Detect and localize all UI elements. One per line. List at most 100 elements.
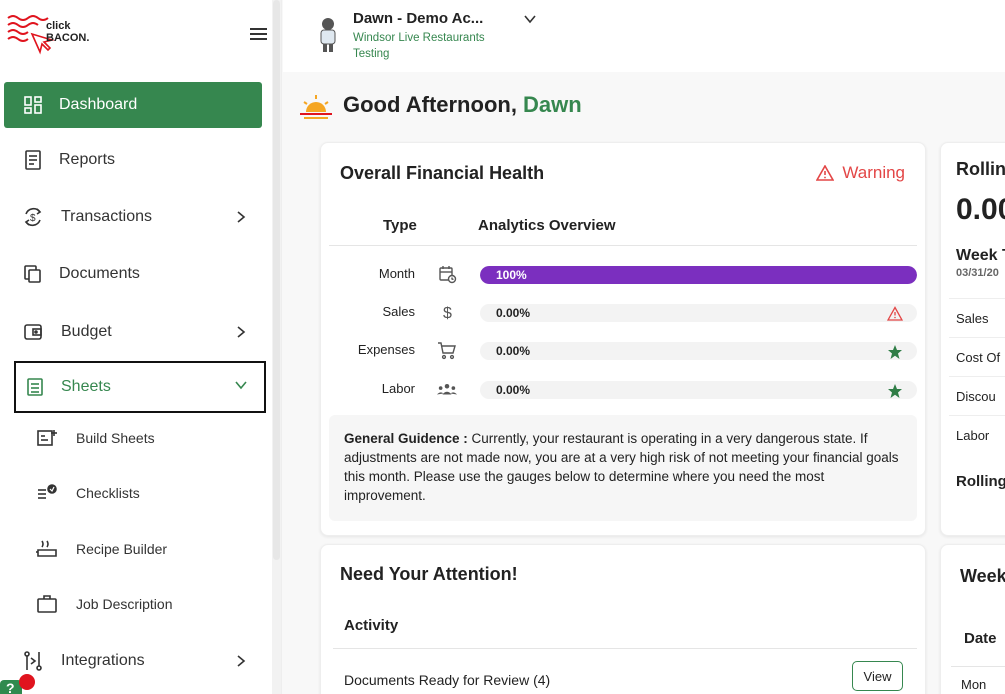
progress-fill [480, 266, 917, 284]
sidebar-item-label: Reports [59, 151, 116, 168]
integrations-icon [22, 650, 44, 672]
svg-text:$: $ [443, 305, 452, 322]
sidebar-item-label: Budget [61, 323, 112, 340]
divider [951, 666, 1005, 667]
sub-item-recipe-builder[interactable]: Recipe Builder [36, 531, 256, 567]
account-subtitle: Windsor Live Restaurants Testing [353, 32, 485, 60]
guidance-label: General Guidence : [344, 431, 472, 446]
logo-text: click BACON. [46, 20, 90, 44]
sidebar-item-budget[interactable]: Budget [4, 309, 262, 355]
guidance-text: Currently, your restaurant is operating … [344, 431, 899, 503]
metric-value: 0.00% [496, 344, 531, 358]
sub-item-label: Job Description [76, 596, 173, 612]
transactions-icon: $ [22, 206, 44, 228]
metric-row-month: Month 100% [321, 264, 927, 286]
greeting-name: Dawn [523, 92, 582, 117]
divider [329, 245, 917, 246]
rolling-row: Labor [949, 415, 1005, 454]
checklists-icon [38, 484, 57, 499]
account-name[interactable]: Dawn - Demo Ac... [353, 10, 484, 27]
notification-dot [19, 674, 35, 690]
week-card: Week Date Mon [940, 544, 1005, 694]
sub-item-checklists[interactable]: Checklists [36, 475, 256, 511]
progress-bar: 0.00% [480, 304, 917, 322]
reports-icon [22, 149, 44, 171]
briefcase-icon [37, 595, 57, 613]
sub-item-label: Recipe Builder [76, 541, 168, 557]
menu-toggle-icon[interactable] [250, 28, 267, 40]
view-button[interactable]: View [852, 661, 903, 691]
rolling-value: 0.00 [956, 193, 1005, 226]
card-title: Week [960, 566, 1005, 586]
top-bar: Dawn - Demo Ac... Windsor Live Restauran… [283, 0, 1005, 72]
week-title: Week T [956, 247, 1005, 264]
help-button[interactable]: ? [0, 680, 22, 694]
general-guidance: General Guidence : Currently, your resta… [329, 415, 917, 521]
card-title: Overall Financial Health [340, 163, 545, 183]
progress-bar: 100% [480, 266, 917, 284]
status-label: Warning [842, 163, 905, 182]
chevron-right-icon [237, 326, 246, 338]
greeting: Good Afternoon, Dawn [343, 92, 582, 118]
rolling-row: Discou [949, 376, 1005, 415]
activity-header: Activity [344, 617, 399, 634]
warning-icon [816, 165, 835, 181]
metric-row-expenses: Expenses 0.00% [321, 340, 927, 362]
sidebar-item-label: Documents [59, 265, 140, 282]
financial-health-card: Overall Financial Health Warning Type An… [320, 142, 926, 536]
sheets-icon [24, 376, 46, 398]
sidebar-item-integrations[interactable]: Integrations [4, 638, 262, 684]
rolling-row: Sales [949, 298, 1005, 337]
sidebar-item-label: Sheets [61, 378, 111, 395]
card-title: Need Your Attention! [340, 564, 518, 584]
divider [333, 648, 917, 649]
rolling-row: Cost Of [949, 337, 1005, 376]
people-icon [437, 384, 457, 395]
chevron-right-icon [237, 211, 246, 223]
chevron-down-icon[interactable] [523, 12, 537, 26]
metric-value: 0.00% [496, 306, 531, 320]
sidebar-scrollbar-thumb[interactable] [273, 0, 280, 560]
sub-item-build-sheets[interactable]: Build Sheets [36, 420, 256, 456]
chevron-right-icon [237, 655, 246, 667]
svg-text:$: $ [30, 213, 36, 224]
calendar-clock-icon [439, 266, 457, 284]
sidebar-item-sheets[interactable]: Sheets [14, 361, 266, 413]
sub-item-label: Checklists [76, 485, 140, 501]
star-icon [888, 345, 902, 359]
star-icon [888, 384, 902, 398]
avatar[interactable] [313, 14, 343, 54]
greeting-prefix: Good Afternoon, [343, 92, 524, 117]
progress-bar: 0.00% [480, 381, 917, 399]
progress-bar: 0.00% [480, 342, 917, 360]
sidebar-item-reports[interactable]: Reports [4, 137, 262, 183]
sidebar-item-dashboard[interactable]: Dashboard [4, 82, 262, 128]
sidebar-item-transactions[interactable]: $ Transactions [4, 194, 262, 240]
metric-label: Labor [381, 381, 415, 396]
activity-row-label: Documents Ready for Review (4) [344, 672, 551, 688]
dollar-icon: $ [443, 305, 452, 322]
chevron-down-icon [235, 381, 247, 390]
sub-item-label: Build Sheets [76, 430, 155, 446]
metric-label: Month [378, 266, 415, 281]
metric-row-labor: Labor 0.00% [321, 379, 927, 401]
column-header-analytics: Analytics Overview [478, 217, 616, 234]
sidebar-item-documents[interactable]: Documents [4, 251, 262, 297]
clickbacon-logo[interactable] [6, 14, 106, 56]
metric-label: Expenses [357, 342, 415, 357]
column-header-type: Type [383, 217, 417, 234]
metric-label: Sales [382, 304, 415, 319]
metric-row-sales: Sales $ 0.00% [321, 302, 927, 324]
budget-icon [22, 321, 44, 343]
sub-item-job-description[interactable]: Job Description [36, 586, 256, 622]
table-row: Mon [961, 677, 987, 692]
sidebar-item-label: Dashboard [59, 96, 138, 113]
build-sheets-icon [37, 430, 57, 446]
attention-card: Need Your Attention! Activity Documents … [320, 544, 926, 694]
metric-value: 100% [496, 268, 527, 282]
documents-icon [22, 263, 44, 285]
column-header-date: Date [964, 630, 997, 647]
cart-icon [438, 342, 456, 360]
sunset-icon [300, 95, 332, 119]
